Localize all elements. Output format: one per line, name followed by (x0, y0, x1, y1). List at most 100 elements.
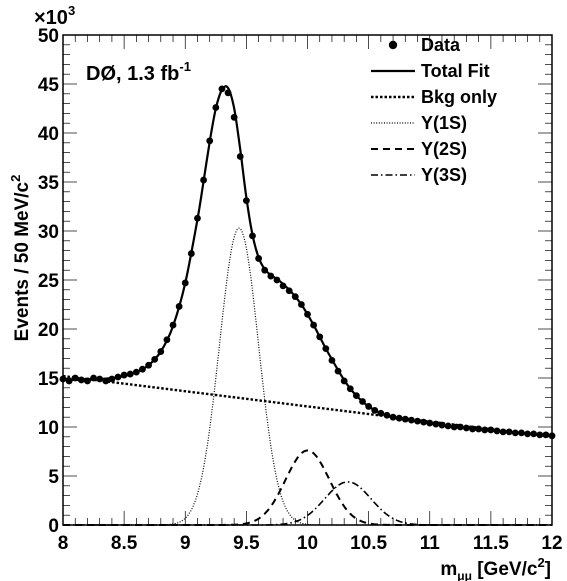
data-point (108, 375, 116, 383)
data-point (365, 403, 373, 410)
data-point (304, 310, 311, 318)
x-tick-label: 11 (420, 533, 441, 554)
data-point (249, 232, 256, 240)
data-point (267, 272, 275, 280)
data-point (340, 377, 348, 385)
data-point (212, 104, 220, 111)
x-tick-label: 10 (297, 533, 318, 554)
legend-label: Bkg only (421, 87, 497, 107)
data-point (77, 376, 85, 384)
data-point (120, 371, 128, 379)
data-point (432, 420, 440, 428)
x-tick-label: 8 (58, 533, 69, 554)
y-tick-label: 15 (38, 369, 60, 390)
data-point (487, 426, 495, 434)
data-point (151, 355, 159, 363)
x-tick-label: 10.5 (350, 533, 387, 554)
y-axis-label: Events / 50 MeV/c2 (8, 175, 33, 342)
data-point (163, 336, 171, 344)
data-point (175, 303, 183, 310)
y-tick-label: 25 (38, 271, 60, 292)
data-point (481, 426, 489, 434)
data-point (242, 197, 250, 205)
legend-label: Data (421, 35, 461, 55)
data-markers-layer (59, 85, 556, 440)
data-point (524, 430, 531, 438)
data-point (84, 377, 91, 385)
y-tick-label: 45 (38, 75, 60, 96)
experiment-label: DØ, 1.3 fb-1 (86, 59, 191, 85)
data-point (383, 411, 391, 419)
legend: Data Total Fit Bkg only Υ(1S) Υ(2S) Υ(3S) (371, 35, 497, 185)
y-tick-label: 0 (48, 516, 59, 537)
data-point (334, 367, 342, 375)
y-tick-label: 5 (48, 467, 59, 488)
legend-label: Υ(3S) (421, 165, 467, 185)
data-point (126, 370, 134, 378)
data-point (310, 321, 318, 329)
y-tick-label: 35 (38, 173, 60, 194)
data-point (114, 373, 122, 381)
peak-curve-1s (63, 227, 552, 526)
data-point (285, 287, 293, 295)
data-point (322, 345, 330, 352)
data-point (236, 153, 244, 160)
data-point (96, 375, 104, 383)
legend-marker (388, 40, 398, 50)
data-point (426, 419, 434, 427)
data-point (408, 416, 415, 424)
data-point (132, 368, 140, 376)
x-tick-label: 9 (180, 533, 191, 554)
legend-label: Υ(2S) (421, 139, 467, 159)
data-point (273, 276, 281, 284)
data-point (456, 423, 464, 431)
data-point (499, 428, 507, 436)
axis-ticks: 0 5 10 15 20 25 30 35 40 45 50 8 8.5 9 9.5 10 10.5 11 11.5… (38, 26, 563, 554)
legend-label: Total Fit (421, 61, 490, 81)
y-tick-label: 30 (38, 222, 59, 243)
data-point (218, 85, 226, 93)
data-point (139, 365, 146, 373)
x-tick-label: 12 (541, 533, 562, 554)
data-point (493, 427, 501, 435)
data-point (102, 377, 110, 385)
data-point (377, 409, 385, 417)
data-point (291, 293, 299, 301)
data-point (505, 428, 513, 436)
y-tick-label: 20 (38, 320, 59, 341)
total-fit-curve (62, 85, 553, 437)
curves-layer (62, 85, 553, 526)
data-point (511, 429, 519, 437)
data-point (359, 398, 366, 405)
data-point (542, 431, 550, 439)
data-point (395, 414, 403, 422)
data-point (200, 176, 207, 184)
data-point (206, 137, 214, 145)
y-tick-label: 40 (38, 124, 59, 145)
data-point (187, 250, 195, 257)
x-axis-label: mμμ [GeV/c2] (440, 555, 551, 581)
data-point (414, 417, 421, 425)
data-point (297, 301, 305, 308)
data-point (475, 425, 483, 433)
data-point (224, 89, 232, 97)
data-point (194, 214, 201, 222)
data-point (328, 356, 336, 364)
data-point (316, 333, 324, 341)
data-point (65, 377, 73, 385)
data-point (463, 424, 470, 432)
data-point (536, 431, 544, 439)
x-tick-label: 8.5 (111, 533, 138, 554)
data-point (401, 415, 409, 423)
legend-label: Υ(1S) (421, 113, 467, 133)
x-tick-label: 11.5 (473, 533, 509, 554)
data-point (444, 422, 452, 430)
data-point (90, 374, 97, 382)
y-tick-label: 10 (38, 418, 59, 439)
data-point (255, 255, 262, 262)
data-point (530, 430, 538, 438)
data-point (261, 266, 269, 274)
data-point (145, 361, 152, 369)
data-point (157, 348, 165, 355)
data-point (450, 423, 458, 431)
